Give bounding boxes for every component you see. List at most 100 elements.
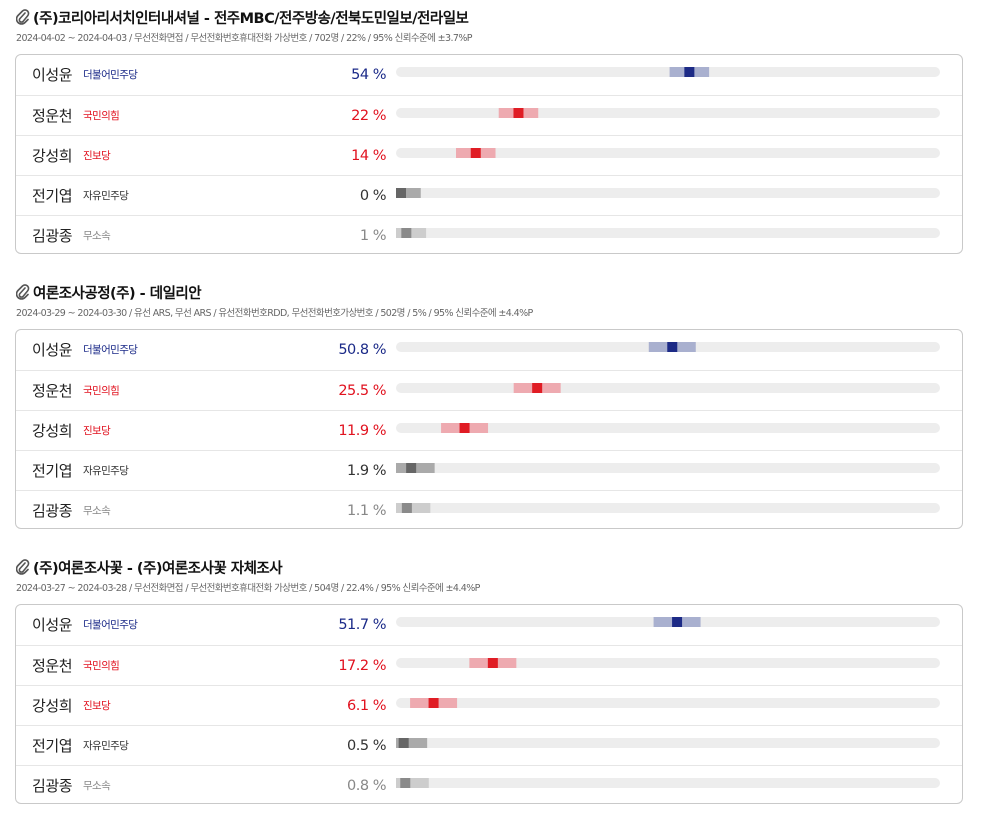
- value-marker: [406, 463, 417, 473]
- bar-track: [396, 108, 940, 118]
- percentage-label: 1.1 %: [347, 503, 386, 519]
- party-label: 자유민주당: [83, 190, 129, 202]
- party-label: 국민의힘: [83, 385, 120, 397]
- party-label: 진보당: [83, 150, 111, 162]
- poll-title: 여론조사공정(주) - 데일리안: [33, 285, 202, 302]
- party-label: 국민의힘: [83, 110, 120, 122]
- bar-chart: [396, 738, 940, 748]
- poll-title: (주)코리아리서치인터내셔널 - 전주MBC/전주방송/전북도민일보/전라일보: [33, 10, 469, 27]
- candidate-name: 이성윤: [32, 616, 73, 634]
- value-marker: [401, 228, 412, 238]
- value-marker: [672, 617, 683, 627]
- bar-chart: [396, 383, 940, 393]
- bar-chart: [396, 778, 940, 788]
- bar-chart: [396, 342, 940, 352]
- party-label: 자유민주당: [83, 740, 129, 752]
- value-marker: [459, 423, 470, 433]
- candidate-name: 강성희: [32, 697, 73, 715]
- bar-chart: [396, 503, 940, 513]
- candidate-row: 정운천 국민의힘 22 %: [16, 95, 962, 136]
- value-marker: [487, 658, 498, 668]
- bar-track: [396, 148, 940, 158]
- poll-title-row: (주)여론조사꽃 - (주)여론조사꽃 자체조사: [16, 555, 283, 579]
- candidate-name: 이성윤: [32, 66, 73, 84]
- candidate-name: 정운천: [32, 657, 73, 675]
- percentage-label: 1.9 %: [347, 463, 386, 479]
- bar-track: [396, 67, 940, 77]
- candidate-name: 강성희: [32, 147, 73, 165]
- percentage-label: 11.9 %: [338, 423, 386, 439]
- value-marker: [398, 738, 409, 748]
- paperclip-icon: [16, 284, 30, 300]
- percentage-label: 22 %: [351, 108, 386, 124]
- bar-chart: [396, 698, 940, 708]
- value-marker: [513, 108, 524, 118]
- poll-title: (주)여론조사꽃 - (주)여론조사꽃 자체조사: [33, 560, 283, 577]
- candidate-row: 이성윤 더불어민주당 51.7 %: [16, 605, 962, 645]
- percentage-label: 0 %: [359, 188, 387, 204]
- candidate-name: 이성윤: [32, 341, 73, 359]
- candidate-row: 김광종 무소속 1.1 %: [16, 490, 962, 528]
- poll-meta: 2024-03-29 ~ 2024-03-30 / 유선 ARS, 무선 ARS…: [16, 308, 533, 319]
- party-label: 더불어민주당: [83, 69, 138, 81]
- poll-results-box: 이성윤 더불어민주당 54 % 정운천 국민의힘 22 % 강성희 진보당 14 % 전기엽 자유민…: [15, 54, 963, 254]
- candidate-name: 김광종: [32, 502, 73, 520]
- percentage-label: 50.8 %: [338, 342, 386, 358]
- poll-meta: 2024-04-02 ~ 2024-04-03 / 무선전화면접 / 무선전화번…: [16, 33, 473, 44]
- percentage-label: 14 %: [351, 148, 386, 164]
- percentage-label: 0.5 %: [347, 738, 386, 754]
- candidate-row: 강성희 진보당 11.9 %: [16, 410, 962, 451]
- candidate-row: 정운천 국민의힘 25.5 %: [16, 370, 962, 411]
- confidence-interval-band: [396, 188, 421, 198]
- value-marker: [396, 188, 406, 198]
- confidence-interval-band: [396, 503, 431, 513]
- party-label: 국민의힘: [83, 660, 120, 672]
- candidate-name: 김광종: [32, 227, 73, 245]
- poll-meta: 2024-03-27 ~ 2024-03-28 / 무선전화면접 / 무선전화번…: [16, 583, 480, 594]
- candidate-name: 전기엽: [32, 187, 73, 205]
- bar-track: [396, 423, 940, 433]
- bar-chart: [396, 423, 940, 433]
- bar-chart: [396, 228, 940, 238]
- value-marker: [401, 503, 412, 513]
- candidate-name: 정운천: [32, 382, 73, 400]
- value-marker: [428, 698, 439, 708]
- bar-track: [396, 463, 940, 473]
- value-marker: [667, 342, 678, 352]
- candidate-row: 전기엽 자유민주당 0 %: [16, 175, 962, 216]
- party-label: 무소속: [83, 780, 111, 792]
- candidate-name: 전기엽: [32, 462, 73, 480]
- percentage-label: 25.5 %: [338, 383, 386, 399]
- candidate-row: 김광종 무소속 0.8 %: [16, 765, 962, 803]
- value-marker: [684, 67, 695, 77]
- bar-chart: [396, 67, 940, 77]
- candidate-row: 전기엽 자유민주당 0.5 %: [16, 725, 962, 766]
- candidate-row: 이성윤 더불어민주당 50.8 %: [16, 330, 962, 370]
- bar-chart: [396, 658, 940, 668]
- paperclip-icon: [16, 559, 30, 575]
- bar-track: [396, 738, 940, 748]
- percentage-label: 0.8 %: [347, 778, 386, 794]
- bar-track: [396, 658, 940, 668]
- party-label: 더불어민주당: [83, 619, 138, 631]
- candidate-name: 전기엽: [32, 737, 73, 755]
- bar-track: [396, 188, 940, 198]
- value-marker: [532, 383, 543, 393]
- bar-chart: [396, 108, 940, 118]
- candidate-row: 김광종 무소속 1 %: [16, 215, 962, 253]
- poll-title-row: 여론조사공정(주) - 데일리안: [16, 280, 202, 304]
- bar-chart: [396, 148, 940, 158]
- bar-track: [396, 383, 940, 393]
- paperclip-icon: [16, 9, 30, 25]
- party-label: 무소속: [83, 505, 111, 517]
- poll-results-box: 이성윤 더불어민주당 50.8 % 정운천 국민의힘 25.5 % 강성희 진보당 11.9 %…: [15, 329, 963, 529]
- candidate-name: 강성희: [32, 422, 73, 440]
- bar-track: [396, 503, 940, 513]
- percentage-label: 51.7 %: [338, 617, 386, 633]
- party-label: 진보당: [83, 700, 111, 712]
- bar-chart: [396, 188, 940, 198]
- bar-chart: [396, 463, 940, 473]
- candidate-row: 정운천 국민의힘 17.2 %: [16, 645, 962, 686]
- party-label: 진보당: [83, 425, 111, 437]
- candidate-row: 강성희 진보당 14 %: [16, 135, 962, 176]
